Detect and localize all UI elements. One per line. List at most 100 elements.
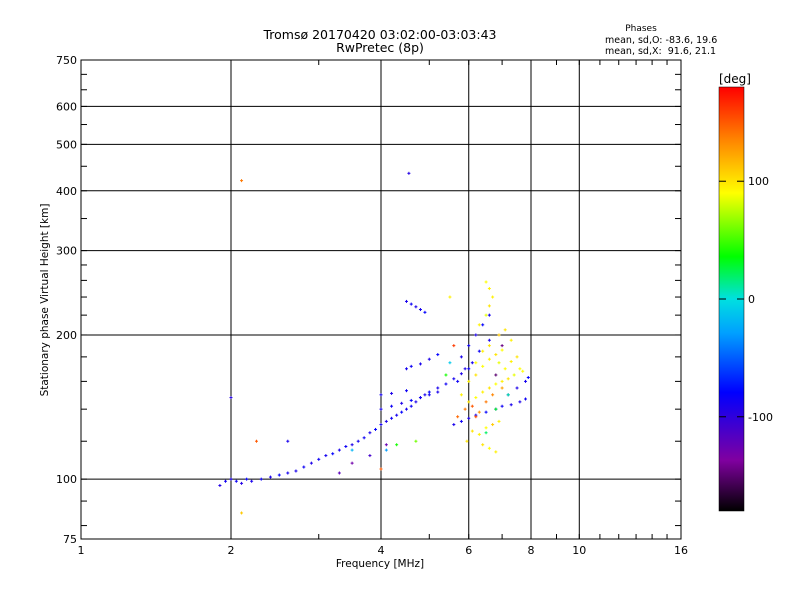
data-point <box>404 367 408 371</box>
data-point <box>229 477 233 481</box>
colorbar-label: [deg] <box>719 72 751 86</box>
data-point <box>494 450 498 454</box>
data-point <box>465 439 469 443</box>
data-point <box>474 413 478 417</box>
data-point <box>356 439 360 443</box>
data-point <box>277 473 281 477</box>
data-point <box>494 407 498 411</box>
data-point <box>268 475 272 479</box>
data-point <box>481 390 485 394</box>
data-point <box>470 429 474 433</box>
data-point <box>390 416 394 420</box>
y-tick-label: 500 <box>56 138 77 151</box>
data-point <box>509 338 513 342</box>
x-tick-label: 8 <box>528 544 535 557</box>
x-tick-label: 10 <box>572 544 586 557</box>
data-point <box>229 396 233 400</box>
data-points <box>218 171 530 515</box>
data-point <box>452 377 456 381</box>
data-point <box>524 379 528 383</box>
data-point <box>484 313 488 317</box>
data-point <box>487 287 491 291</box>
data-point <box>463 367 467 371</box>
stats-x-mode: mean, sd,X: 91.6, 21.1 <box>605 46 716 57</box>
data-point <box>509 403 513 407</box>
data-point <box>506 393 510 397</box>
data-point <box>487 304 491 308</box>
data-point <box>317 457 321 461</box>
data-point <box>497 361 501 365</box>
stats-o-mode: mean, sd,O: -83.6, 19.6 <box>605 35 717 46</box>
data-point <box>456 379 460 383</box>
data-point <box>509 360 513 364</box>
y-tick-label: 750 <box>56 54 77 67</box>
data-point <box>259 477 263 481</box>
x-tick-label: 2 <box>228 544 235 557</box>
data-point <box>487 344 491 348</box>
chart-title: Tromsø 20170420 03:02:00-03:03:43 <box>262 27 496 42</box>
data-point <box>427 393 431 397</box>
data-point <box>404 389 408 393</box>
data-point <box>494 382 498 386</box>
data-point <box>409 398 413 402</box>
data-point <box>423 310 427 314</box>
grid-lines <box>81 60 681 539</box>
data-point <box>414 439 418 443</box>
data-point <box>418 362 422 366</box>
data-point <box>491 295 495 299</box>
data-point <box>245 477 249 481</box>
x-tick-label: 4 <box>378 544 385 557</box>
data-point <box>218 483 222 487</box>
data-point <box>390 404 394 408</box>
y-tick-label: 200 <box>56 329 77 342</box>
data-point <box>436 390 440 394</box>
data-point <box>324 454 328 458</box>
data-point <box>294 469 298 473</box>
data-point <box>452 344 456 348</box>
plot-frame <box>80 59 682 540</box>
data-point <box>470 404 474 408</box>
data-point <box>518 367 522 371</box>
data-point <box>494 353 498 357</box>
data-point <box>500 404 504 408</box>
data-point <box>407 171 411 175</box>
data-point <box>404 299 408 303</box>
data-point <box>474 415 478 419</box>
data-point <box>418 396 422 400</box>
data-point <box>400 410 404 414</box>
data-point <box>503 328 507 332</box>
data-point <box>350 443 354 447</box>
data-point <box>240 511 244 515</box>
data-point <box>344 444 348 448</box>
data-point <box>487 446 491 450</box>
data-point <box>481 349 485 353</box>
data-point <box>240 481 244 485</box>
data-point <box>500 379 504 383</box>
data-point <box>368 431 372 435</box>
data-point <box>487 357 491 361</box>
data-point <box>497 333 501 337</box>
data-point <box>436 386 440 390</box>
colorbar-ticks: 100 0 -100 <box>719 175 773 424</box>
chart-subtitle: RwPretec (8p) <box>336 40 424 55</box>
data-point <box>379 467 383 471</box>
x-tick-label: 6 <box>465 544 472 557</box>
data-point <box>484 280 488 284</box>
data-point <box>286 471 290 475</box>
data-point <box>331 452 335 456</box>
data-point <box>459 372 463 376</box>
y-tick-label: 100 <box>56 473 77 486</box>
data-point <box>467 379 471 383</box>
y-tick-label: 75 <box>63 533 77 546</box>
data-point <box>526 376 530 380</box>
data-point <box>448 295 452 299</box>
data-point <box>491 423 495 427</box>
data-point <box>512 373 516 377</box>
stats-header: Phases <box>625 24 657 34</box>
data-point <box>414 400 418 404</box>
data-point <box>518 400 522 404</box>
data-point <box>467 367 471 371</box>
data-point <box>390 391 394 395</box>
colorbar-tick-label: 100 <box>748 175 769 188</box>
